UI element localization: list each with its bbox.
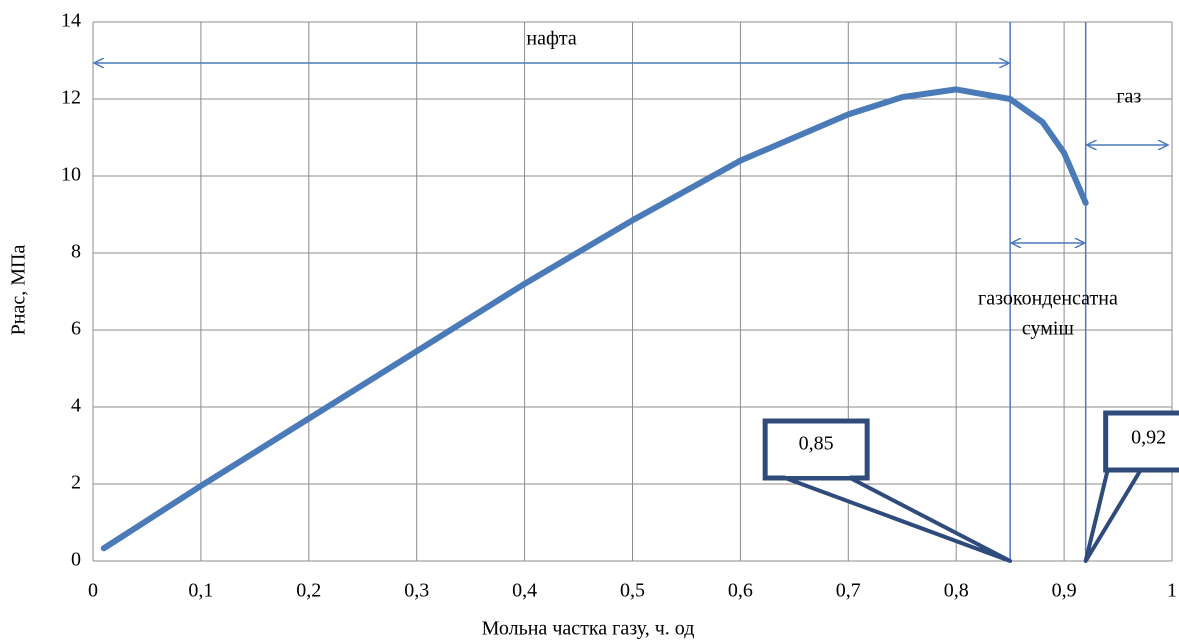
x-tick-label: 0,4 (512, 580, 537, 602)
x-tick-label: 0,5 (620, 580, 645, 602)
y-tick-label: 6 (71, 318, 81, 340)
region-label: газ (1116, 86, 1141, 108)
x-tick-label: 0,8 (944, 580, 969, 602)
y-tick-label: 2 (71, 472, 81, 494)
callout-label: 0,85 (799, 433, 834, 455)
region-label: суміш (1022, 318, 1075, 340)
y-tick-label: 10 (61, 164, 81, 186)
callout-tail (783, 476, 1013, 563)
y-tick-label: 0 (71, 549, 81, 571)
x-tick-label: 0,7 (836, 580, 861, 602)
y-tick-label: 8 (71, 241, 81, 263)
callout-box (1103, 410, 1179, 473)
x-tick-label: 0,9 (1052, 580, 1077, 602)
data-line (100, 86, 1089, 552)
x-tick-label: 0,1 (188, 580, 213, 602)
x-tick-label: 0,6 (728, 580, 753, 602)
y-tick-label: 14 (61, 10, 81, 32)
callout-fill (785, 470, 851, 476)
y-tick-label: 12 (61, 87, 81, 109)
x-tick-label: 0 (88, 580, 98, 602)
region-label: газоконденсатна (978, 288, 1118, 310)
region-label: нафта (526, 28, 577, 50)
callout-box (762, 418, 870, 481)
callout-label: 0,92 (1131, 427, 1166, 449)
x-tick-label: 1 (1167, 580, 1177, 602)
x-axis-title: Мольна частка газу, ч. од (482, 618, 695, 640)
y-tick-label: 4 (71, 395, 81, 417)
x-tick-label: 0,2 (296, 580, 321, 602)
y-axis-title: Рнас, МПа (8, 245, 30, 336)
x-tick-label: 0,3 (404, 580, 429, 602)
